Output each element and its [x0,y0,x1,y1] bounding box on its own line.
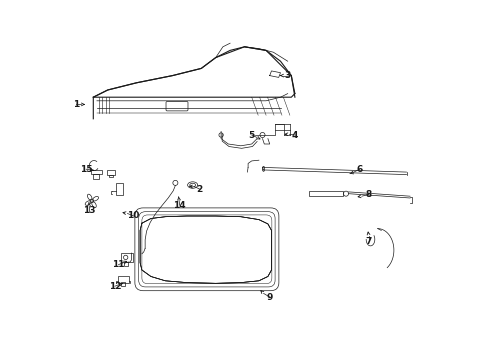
Bar [123,262,127,266]
Text: 4: 4 [291,130,298,139]
Text: 5: 5 [248,130,254,139]
Bar [309,191,343,196]
Text: 14: 14 [173,201,185,210]
Bar [92,174,99,179]
Text: 1: 1 [73,100,80,109]
Text: 15: 15 [80,165,92,174]
Text: 11: 11 [112,260,124,269]
Bar [118,276,128,283]
Text: 13: 13 [82,206,95,215]
Text: 8: 8 [365,190,371,199]
Text: 10: 10 [127,211,140,220]
Bar [121,282,125,286]
Text: 3: 3 [284,71,290,80]
Bar [108,175,113,177]
Text: 6: 6 [356,165,362,174]
Text: 9: 9 [266,292,272,302]
Bar [91,170,102,174]
Bar [115,183,122,195]
Bar [107,170,115,175]
Text: 7: 7 [365,237,371,246]
Text: 12: 12 [108,282,121,291]
Text: 2: 2 [196,184,202,194]
Bar [121,253,133,262]
